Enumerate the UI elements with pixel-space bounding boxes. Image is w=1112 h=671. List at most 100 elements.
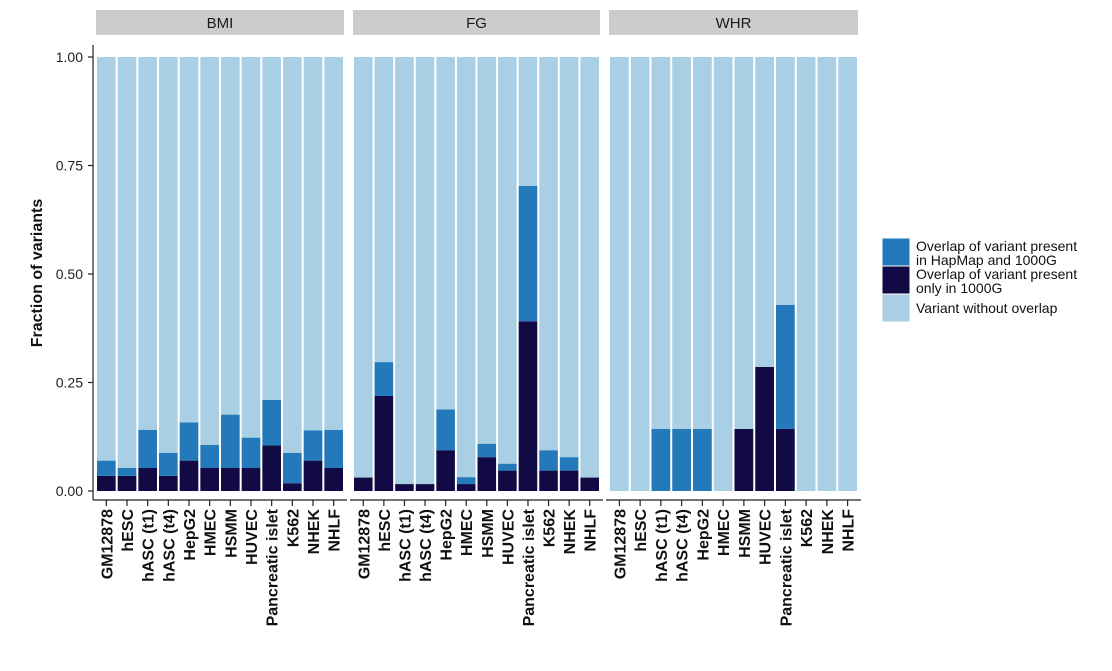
bar-segment bbox=[283, 57, 302, 453]
facet-strip bbox=[609, 10, 858, 35]
bar-segment bbox=[241, 467, 261, 491]
bar-segment bbox=[651, 428, 671, 491]
bar-segment bbox=[138, 467, 157, 491]
bar-segment bbox=[498, 470, 517, 491]
bar-segment bbox=[755, 366, 774, 491]
bar-segment bbox=[179, 422, 199, 461]
facet-panel-fg: FG GM12878 hESC hASC (t1) hASC (t4) HepG2 HMEC… bbox=[350, 10, 603, 626]
x-tick-label: NHEK bbox=[562, 509, 579, 555]
bar-segment bbox=[456, 57, 476, 478]
x-tick-label: NHLF bbox=[327, 509, 344, 552]
bar-segment bbox=[179, 460, 199, 491]
x-tick-label: hASC (t1) bbox=[141, 509, 158, 582]
bar-segment bbox=[97, 57, 116, 461]
x-tick-label: HSMM bbox=[737, 509, 754, 558]
y-axis-title: Fraction of variants bbox=[29, 199, 46, 348]
y-tick-label: 0.75 bbox=[56, 158, 83, 174]
bar-segment bbox=[456, 484, 476, 491]
legend-label-line2: in HapMap and 1000G bbox=[916, 252, 1057, 268]
bar-segment bbox=[241, 437, 261, 468]
bar-segment bbox=[159, 452, 178, 476]
bar-segment bbox=[200, 57, 219, 445]
bar-segment bbox=[539, 450, 558, 471]
bar-segment bbox=[838, 57, 857, 491]
x-tick-label: hESC bbox=[633, 509, 650, 552]
bar-segment bbox=[755, 57, 774, 367]
bar-segment bbox=[436, 450, 455, 491]
x-tick-label: Pancreatic islet bbox=[265, 508, 282, 626]
x-tick-label: K562 bbox=[799, 509, 816, 547]
bar-segment bbox=[518, 321, 538, 491]
bar-segment bbox=[262, 399, 281, 446]
x-tick-label: K562 bbox=[542, 509, 559, 547]
x-tick-label: hASC (t1) bbox=[397, 509, 414, 582]
bar-segment bbox=[518, 57, 538, 186]
bar-segment bbox=[262, 445, 281, 491]
y-tick-label: 0.25 bbox=[56, 375, 83, 391]
x-tick-label: NHLF bbox=[841, 509, 858, 552]
x-tick-label: GM12878 bbox=[356, 509, 373, 579]
bar-segment bbox=[817, 57, 837, 491]
x-tick-label: hASC (t4) bbox=[675, 509, 692, 582]
bar-segment bbox=[179, 57, 199, 423]
x-tick-label: HepG2 bbox=[695, 509, 712, 561]
bar-segment bbox=[324, 57, 343, 430]
bar-segment bbox=[159, 475, 178, 491]
bar-segment bbox=[672, 57, 691, 429]
bar-segment bbox=[324, 429, 343, 468]
bar-segment bbox=[303, 460, 323, 491]
bar-segment bbox=[734, 57, 754, 429]
bar-segment bbox=[283, 483, 302, 491]
bar-segment bbox=[138, 57, 157, 430]
facet-strip bbox=[96, 10, 344, 35]
legend-label-line2: only in 1000G bbox=[916, 280, 1002, 296]
x-tick-label: hASC (t4) bbox=[161, 509, 178, 582]
x-tick-label: HUVEC bbox=[244, 509, 261, 565]
bar-segment bbox=[477, 57, 497, 444]
bar-segment bbox=[693, 428, 712, 491]
bar-segment bbox=[354, 477, 373, 491]
bar-segment bbox=[324, 467, 343, 491]
bar-segment bbox=[559, 57, 579, 458]
bar-segment bbox=[303, 57, 323, 431]
legend-swatch bbox=[881, 265, 911, 295]
x-tick-label: HepG2 bbox=[439, 509, 456, 561]
x-tick-label: HSMM bbox=[480, 509, 497, 558]
legend-label: Overlap of variant present bbox=[916, 266, 1077, 282]
bar-segment bbox=[693, 57, 712, 429]
bar-segment bbox=[539, 57, 558, 451]
bar-segment bbox=[241, 57, 261, 438]
facet-strip bbox=[353, 10, 600, 35]
bar-segment bbox=[456, 477, 476, 485]
facet-strip-label: FG bbox=[466, 15, 487, 32]
x-tick-label: NHEK bbox=[306, 509, 323, 555]
legend-item: Variant without overlap bbox=[881, 293, 1058, 323]
bar-segment bbox=[672, 428, 691, 491]
bar-segment bbox=[117, 467, 137, 476]
bar-segment bbox=[97, 475, 116, 491]
facet-strip-label: WHR bbox=[716, 15, 752, 32]
bar-segment bbox=[776, 304, 795, 429]
x-tick-label: K562 bbox=[285, 509, 302, 547]
bar-segment bbox=[651, 57, 671, 429]
bar-segment bbox=[221, 414, 240, 468]
x-tick-label: hASC (t1) bbox=[654, 509, 671, 582]
facet-panel-whr: WHR GM12878 hESC hASC (t1) hASC (t4) HepG2 HME… bbox=[606, 10, 861, 626]
x-tick-label: HMEC bbox=[203, 509, 220, 557]
bar-segment bbox=[436, 409, 455, 451]
x-tick-label: HUVEC bbox=[758, 509, 775, 565]
legend-label: Variant without overlap bbox=[916, 300, 1058, 316]
bar-segment bbox=[354, 57, 373, 478]
bar-segment bbox=[374, 57, 394, 363]
bar-segment bbox=[559, 470, 579, 491]
bar-segment bbox=[713, 57, 733, 491]
x-tick-label: GM12878 bbox=[612, 509, 629, 579]
x-tick-label: HSMM bbox=[223, 509, 240, 558]
bar-segment bbox=[580, 477, 599, 491]
bar-segment bbox=[159, 57, 178, 453]
x-tick-label: HepG2 bbox=[182, 509, 199, 561]
bar-segment bbox=[498, 463, 517, 471]
bar-segment bbox=[796, 57, 816, 491]
